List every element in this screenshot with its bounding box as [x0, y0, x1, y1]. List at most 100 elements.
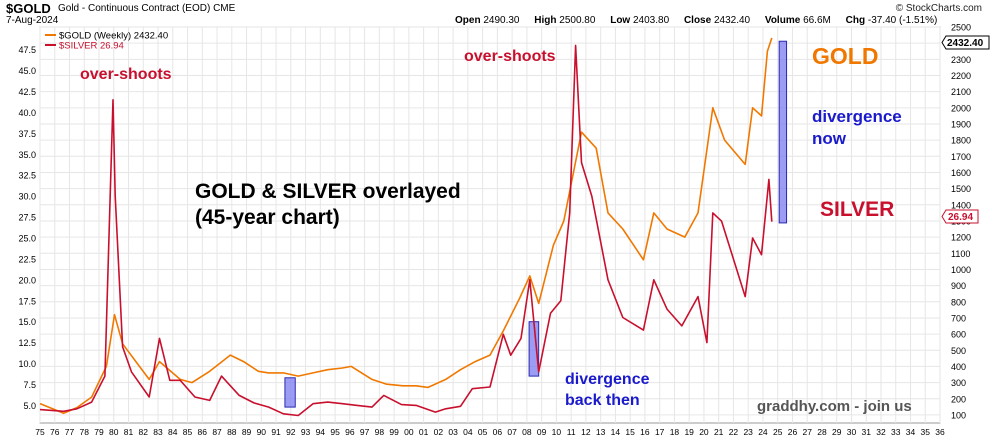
x-tick-label: 93	[301, 427, 311, 437]
right-tick-label: 100	[951, 410, 966, 420]
x-tick-label: 91	[271, 427, 281, 437]
x-tick-label: 83	[153, 427, 163, 437]
x-tick-label: 24	[758, 427, 768, 437]
x-tick-label: 03	[448, 427, 458, 437]
left-tick-label: 35.0	[18, 150, 36, 160]
right-tick-label: 2000	[951, 103, 971, 113]
x-tick-label: 88	[227, 427, 237, 437]
right-tick-label: 1500	[951, 184, 971, 194]
x-tick-label: 04	[463, 427, 473, 437]
x-tick-label: 14	[611, 427, 621, 437]
ohlc-readout: Open 2490.30 High 2500.80 Low 2403.80 Cl…	[455, 15, 949, 26]
symbol-description: Gold - Continuous Contract (EOD) CME	[58, 3, 235, 14]
x-tick-label: 25	[773, 427, 783, 437]
x-tick-label: 19	[684, 427, 694, 437]
divergence-highlights	[284, 40, 788, 408]
silver-price-tag-value: 26.94	[948, 212, 973, 223]
overshoots-2011-label: over-shoots	[464, 48, 556, 65]
legend-silver-label: $SILVER 26.94	[59, 41, 124, 52]
right-tick-label: 1700	[951, 152, 971, 162]
right-tick-label: 2200	[951, 71, 971, 81]
gold-price-tag-value: 2432.40	[947, 38, 984, 49]
right-tick-label: 2100	[951, 87, 971, 97]
x-tick-label: 76	[50, 427, 60, 437]
low-readout: Low 2403.80	[610, 15, 670, 26]
x-tick-label: 99	[389, 427, 399, 437]
divergence-then-line1: divergence	[565, 371, 650, 388]
x-tick-label: 75	[35, 427, 45, 437]
right-tick-label: 1400	[951, 200, 971, 210]
x-tick-label: 29	[832, 427, 842, 437]
divergence-now-line1: divergence	[812, 107, 902, 126]
divergence-then-line2: back then	[565, 392, 640, 409]
x-tick-label: 08	[522, 427, 532, 437]
left-tick-label: 15.0	[18, 317, 36, 327]
right-tick-label: 1800	[951, 136, 971, 146]
x-tick-label: 13	[596, 427, 606, 437]
left-tick-label: 20.0	[18, 275, 36, 285]
divergence-highlight-box	[284, 377, 296, 408]
x-tick-label: 23	[743, 427, 753, 437]
left-tick-label: 30.0	[18, 192, 36, 202]
overshoots-1980-label: over-shoots	[80, 66, 172, 83]
gold-annotation: GOLD	[812, 43, 878, 69]
x-tick-label: 82	[139, 427, 149, 437]
x-tick-label: 34	[906, 427, 916, 437]
x-tick-label: 21	[714, 427, 724, 437]
volume-readout: Volume 66.6M	[764, 15, 831, 26]
x-tick-label: 22	[729, 427, 739, 437]
chart-title-line1: GOLD & SILVER overlayed	[195, 180, 461, 203]
right-tick-label: 2300	[951, 55, 971, 65]
left-tick-label: 22.5	[18, 254, 36, 264]
x-tick-label: 92	[286, 427, 296, 437]
x-tick-label: 27	[802, 427, 812, 437]
x-tick-label: 17	[655, 427, 665, 437]
right-tick-label: 400	[951, 362, 966, 372]
chart-title-line2: (45-year chart)	[195, 206, 340, 229]
x-tick-label: 05	[478, 427, 488, 437]
x-tick-label: 26	[788, 427, 798, 437]
legend-gold-label: $GOLD (Weekly) 2432.40	[59, 31, 168, 42]
x-tick-label: 30	[847, 427, 857, 437]
x-tick-label: 31	[861, 427, 871, 437]
x-tick-label: 33	[891, 427, 901, 437]
high-readout: High 2500.80	[534, 15, 596, 26]
grid-lines	[39, 26, 941, 423]
close-readout: Close 2432.40	[683, 15, 751, 26]
right-tick-label: 1200	[951, 233, 971, 243]
x-tick-label: 90	[257, 427, 267, 437]
x-tick-label: 16	[640, 427, 650, 437]
right-tick-label: 700	[951, 313, 966, 323]
x-tick-label: 84	[168, 427, 178, 437]
x-tick-label: 77	[65, 427, 75, 437]
x-tick-label: 09	[537, 427, 547, 437]
graddhy-watermark: graddhy.com - join us	[757, 398, 912, 415]
right-tick-label: 1900	[951, 119, 971, 129]
x-tick-label: 89	[242, 427, 252, 437]
left-tick-label: 27.5	[18, 213, 36, 223]
x-tick-label: 01	[419, 427, 429, 437]
x-axis: 75 76 77 78 79 80 81 82 83 84 85 86 87 88 89 90 91 92 93 94…	[35, 427, 945, 437]
legend: $GOLD (Weekly) 2432.40 $SILVER 26.94	[45, 31, 168, 52]
x-tick-label: 20	[699, 427, 709, 437]
x-tick-label: 87	[212, 427, 222, 437]
x-tick-label: 32	[876, 427, 886, 437]
description-text: Gold - Continuous Contract (EOD)	[58, 3, 211, 14]
left-tick-label: 5.0	[23, 401, 36, 411]
x-tick-label: 96	[345, 427, 355, 437]
x-tick-label: 18	[670, 427, 680, 437]
x-tick-label: 06	[493, 427, 503, 437]
right-tick-label: 2500	[951, 23, 971, 33]
x-tick-label: 15	[625, 427, 635, 437]
exchange-text: CME	[213, 3, 236, 14]
change-readout: Chg -37.40 (-1.51%)	[845, 15, 938, 26]
x-tick-label: 94	[316, 427, 326, 437]
x-tick-label: 85	[183, 427, 193, 437]
right-tick-label: 500	[951, 346, 966, 356]
left-tick-label: 37.5	[18, 129, 36, 139]
silver-price-tag-box	[941, 209, 979, 224]
x-tick-label: 12	[581, 427, 591, 437]
left-tick-label: 25.0	[18, 233, 36, 243]
left-tick-label: 42.5	[18, 87, 36, 97]
